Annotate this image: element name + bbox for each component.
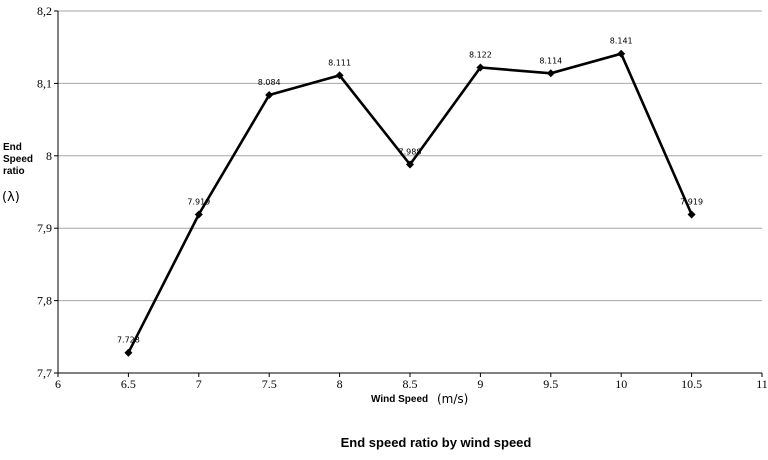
data-label: 7.728 bbox=[117, 336, 140, 345]
x-tick-label: 7 bbox=[196, 377, 202, 391]
y-axis-label-line-2: Speed bbox=[3, 154, 33, 165]
chart-title: End speed ratio by wind speed bbox=[341, 435, 532, 450]
x-tick-label: 7.5 bbox=[262, 377, 277, 391]
data-label: 8.122 bbox=[469, 50, 492, 59]
y-tick-label: 8,1 bbox=[37, 76, 52, 90]
gridlines bbox=[54, 10, 763, 377]
y-tick-label: 7,8 bbox=[37, 294, 52, 308]
x-axis-label-unit: (m/s) bbox=[437, 392, 468, 406]
data-label: 8.114 bbox=[539, 56, 562, 65]
x-tick-label: 6.5 bbox=[121, 377, 136, 391]
x-axis-label: Wind Speed (m/s) bbox=[371, 392, 468, 406]
y-axis-symbol: (λ) bbox=[2, 190, 20, 205]
data-labels: 7.728 7.919 8.084 8.111 7.988 8.122 8.114 8.141… bbox=[117, 37, 703, 345]
data-label: 7.988 bbox=[399, 147, 422, 156]
data-point-marker bbox=[687, 210, 696, 219]
data-point-marker bbox=[476, 63, 485, 72]
y-axis-label-line-1: End bbox=[3, 142, 22, 153]
x-tick-label: 10 bbox=[615, 377, 627, 391]
data-point-marker bbox=[617, 49, 626, 58]
data-label: 8.084 bbox=[258, 78, 281, 87]
y-axis-label: End Speed ratio (λ) bbox=[2, 142, 33, 205]
data-point-marker bbox=[194, 210, 203, 219]
x-tick-label: 8 bbox=[337, 377, 343, 391]
y-tick-label: 7,7 bbox=[37, 366, 52, 380]
x-tick-label: 6 bbox=[55, 377, 61, 391]
axes bbox=[57, 11, 762, 374]
y-axis-label-line-3: ratio bbox=[3, 166, 25, 177]
x-tick-label: 9.5 bbox=[543, 377, 558, 391]
data-label: 7.919 bbox=[680, 197, 703, 206]
data-label: 7.919 bbox=[187, 197, 210, 206]
y-tick-label: 7,9 bbox=[37, 221, 52, 235]
series-line-group bbox=[127, 52, 693, 354]
x-tick-label: 9 bbox=[477, 377, 483, 391]
y-tick-label: 8,2 bbox=[37, 4, 52, 18]
y-tick-label: 8 bbox=[46, 149, 52, 163]
x-tick-label: 10.5 bbox=[681, 377, 702, 391]
data-point-marker bbox=[265, 90, 274, 99]
x-tick-labels: 6 6.5 7 7.5 8 8.5 9 9.5 10 10.5 11 bbox=[55, 377, 768, 391]
data-points bbox=[124, 49, 696, 357]
data-point-marker bbox=[124, 348, 133, 357]
data-label: 8.141 bbox=[610, 37, 633, 46]
data-point-marker bbox=[335, 71, 344, 80]
data-point-marker bbox=[546, 69, 555, 78]
y-tick-labels: 7,7 7,8 7,9 8 8,1 8,2 bbox=[37, 4, 52, 380]
x-axis-label-text: Wind Speed bbox=[371, 394, 428, 405]
series-line bbox=[127, 52, 693, 354]
x-tick-label: 8.5 bbox=[403, 377, 418, 391]
x-tick-label: 11 bbox=[756, 377, 768, 391]
data-label: 8.111 bbox=[328, 58, 351, 67]
data-point-marker bbox=[406, 160, 414, 169]
